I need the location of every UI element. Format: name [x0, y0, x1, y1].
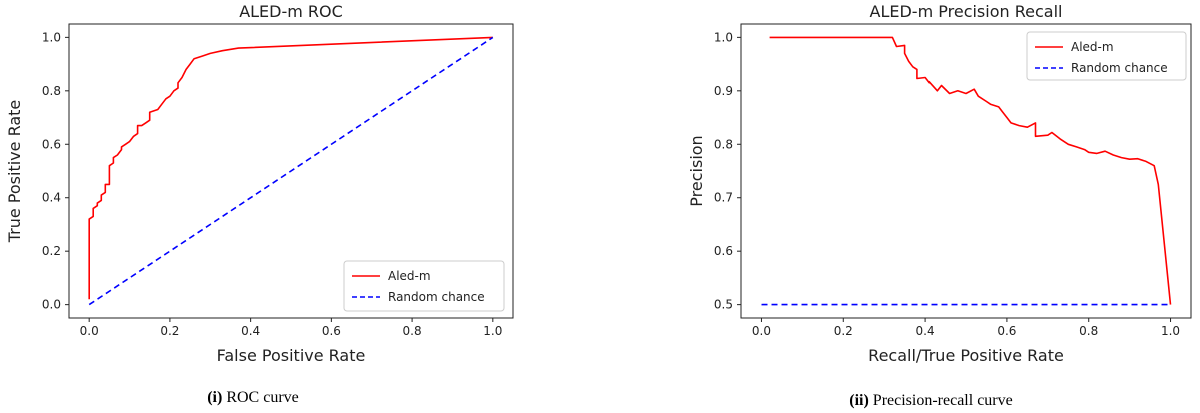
- x-axis-label: Recall/True Positive Rate: [868, 346, 1064, 365]
- x-tick-label: 0.0: [752, 324, 771, 338]
- caption-text: Precision-recall curve: [869, 392, 1013, 409]
- y-tick-label: 0.4: [42, 191, 61, 205]
- x-tick-label: 0.8: [1079, 324, 1098, 338]
- series-line-aled-m: [88, 36, 493, 300]
- x-tick-label: 0.6: [997, 324, 1016, 338]
- y-tick-label: 1.0: [714, 30, 733, 44]
- x-tick-label: 0.2: [834, 324, 853, 338]
- y-tick-label: 0.6: [714, 244, 733, 258]
- legend-box: [343, 260, 505, 312]
- y-tick-label: 0.6: [42, 137, 61, 151]
- x-tick-label: 0.4: [241, 324, 260, 338]
- x-tick-label: 0.4: [916, 324, 935, 338]
- y-tick-label: 0.0: [42, 298, 61, 312]
- figure-caption: (i) ROC curve: [207, 389, 299, 406]
- y-tick-label: 0.8: [714, 137, 733, 151]
- chart-title: ALED-m ROC: [239, 2, 343, 21]
- y-tick-label: 0.7: [714, 191, 733, 205]
- y-axis-label: Precision: [687, 135, 706, 206]
- x-axis-label: False Positive Rate: [217, 346, 366, 365]
- plot-frame: [68, 23, 514, 319]
- legend-label: Random chance: [1071, 61, 1168, 75]
- figure-caption: (ii) Precision-recall curve: [849, 392, 1012, 409]
- legend-label: Aled-m: [388, 269, 431, 283]
- caption-label: (i): [207, 389, 222, 406]
- chart-title: ALED-m Precision Recall: [870, 2, 1063, 21]
- x-tick-label: 0.0: [80, 324, 99, 338]
- legend-label: Aled-m: [1071, 40, 1114, 54]
- caption-text: ROC curve: [222, 389, 298, 406]
- legend-box: [1026, 31, 1187, 81]
- x-tick-label: 1.0: [483, 324, 502, 338]
- y-axis-label: True Positive Rate: [5, 100, 24, 244]
- y-tick-label: 1.0: [42, 30, 61, 44]
- y-tick-label: 0.9: [714, 84, 733, 98]
- x-tick-label: 0.2: [160, 324, 179, 338]
- x-tick-label: 0.8: [403, 324, 422, 338]
- y-tick-label: 0.5: [714, 298, 733, 312]
- series-line-aled-m: [769, 36, 1172, 305]
- plot-frame: [740, 23, 1192, 319]
- legend-label: Random chance: [388, 290, 485, 304]
- series-line-random-chance: [88, 36, 494, 306]
- x-tick-label: 1.0: [1161, 324, 1180, 338]
- y-tick-label: 0.8: [42, 84, 61, 98]
- x-tick-label: 0.6: [322, 324, 341, 338]
- y-tick-label: 0.2: [42, 244, 61, 258]
- precision-recall-chart: ALED-m Precision Recall 0.0 0.2 0.4 0.6 0.8 1.…: [687, 2, 1192, 409]
- caption-label: (ii): [849, 392, 869, 409]
- roc-chart: ALED-m ROC 0.0 0.2 0.4 0.6 0.8 1.0 0.0 0.2 0.4 0.6…: [5, 2, 514, 406]
